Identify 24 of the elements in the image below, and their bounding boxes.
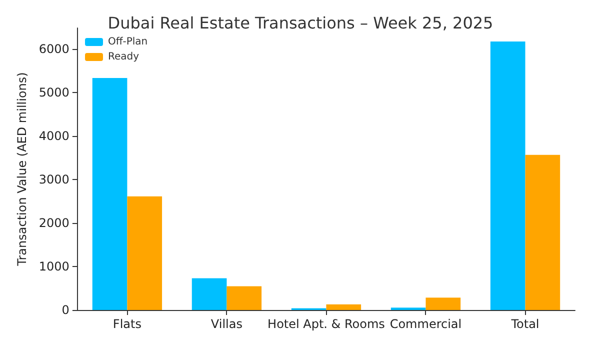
y-tick-label: 3000 [38,172,70,186]
y-tick-label: 5000 [38,85,70,100]
x-tick-label: Total [510,317,540,331]
x-tick-label: Flats [112,317,142,331]
legend-label: Off-Plan [108,36,148,48]
x-tick-label: Villas [210,317,242,331]
bar [426,298,461,310]
bar [226,286,262,310]
bar [192,278,227,310]
y-tick-label: 4000 [38,128,70,143]
y-tick-label: 2000 [38,216,70,230]
bar [326,304,362,310]
y-tick-label: 6000 [38,42,70,56]
x-tick-label: Hotel Apt. & Rooms [268,317,385,331]
y-axis-title: Transaction Value (AED millions) [15,72,29,267]
bar [525,154,560,310]
bar [490,41,526,310]
y-tick-label: 0 [62,303,70,317]
legend-label: Ready [108,52,140,62]
chart-title: Dubai Real Estate Transactions – Week 25, 2025 [108,14,494,32]
y-tick-label: 1000 [38,259,70,274]
x-tick-label: Commercial [390,317,462,331]
bar [92,78,128,310]
bar [127,196,162,310]
